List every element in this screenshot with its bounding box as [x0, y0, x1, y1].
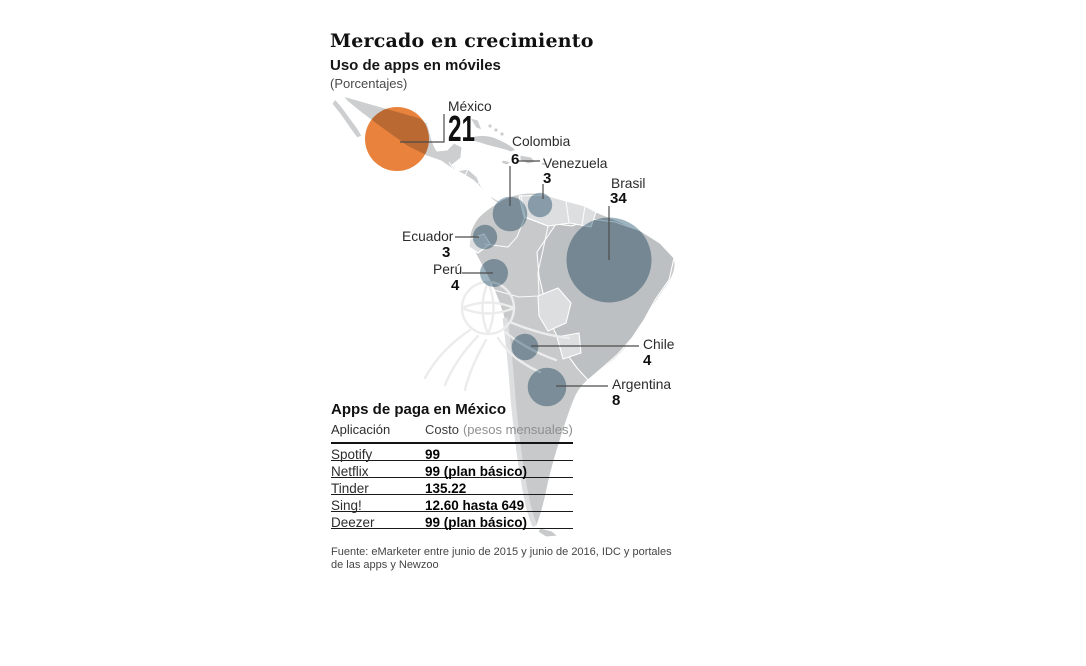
- app-cost: 12.60 hasta 649: [425, 497, 525, 513]
- app-cost: 99 (plan básico): [425, 463, 528, 479]
- value-argentina: 8: [612, 392, 620, 409]
- value-brasil: 34: [610, 190, 627, 207]
- app-cost: 99 (plan básico): [425, 514, 528, 530]
- value-mexico: 21: [448, 108, 475, 149]
- label-peru: Perú: [433, 262, 462, 277]
- app-name: Netflix: [331, 463, 369, 479]
- table-title: Apps de paga en México: [331, 401, 507, 418]
- label-argentina: Argentina: [612, 377, 671, 392]
- table-header-row: Aplicación Costo (pesos mensuales): [331, 422, 573, 444]
- bubble-colombia: [492, 196, 528, 232]
- app-name: Deezer: [331, 514, 375, 530]
- paid-apps-table: Apps de paga en México Aplicación Costo …: [331, 401, 573, 530]
- page-title: Mercado en crecimiento: [330, 30, 594, 52]
- value-ecuador: 3: [442, 244, 450, 261]
- value-colombia: 6: [511, 151, 519, 168]
- source-line-2: de las apps y Newzoo: [331, 558, 439, 571]
- label-mexico: México: [448, 99, 492, 114]
- table-row: Netflix 99 (plan básico): [331, 461, 573, 479]
- label-colombia: Colombia: [512, 134, 571, 149]
- watermark-emblem: [423, 280, 571, 392]
- app-cost: 99: [425, 446, 441, 462]
- bubble-argentina: [527, 367, 567, 407]
- table-row: Deezer 99 (plan básico): [331, 512, 573, 530]
- leader-lines: [400, 114, 639, 387]
- app-cost: 135.22: [425, 480, 467, 496]
- label-brasil: Brasil: [611, 176, 646, 191]
- value-venezuela: 3: [543, 170, 551, 187]
- column-header-cost: Costo: [425, 422, 459, 437]
- label-chile: Chile: [643, 337, 675, 352]
- source-line-1: Fuente: eMarketer entre junio de 2015 y …: [331, 546, 672, 558]
- bubble-peru: [480, 259, 508, 287]
- column-header-app: Aplicación: [331, 422, 391, 437]
- table-row: Spotify 99: [331, 444, 573, 462]
- map-labels: México 21 Colombia 6 Venezuela 3 Brasil …: [402, 99, 675, 409]
- table-row: Sing! 12.60 hasta 649: [331, 495, 573, 513]
- value-peru: 4: [451, 277, 460, 294]
- label-venezuela: Venezuela: [543, 156, 608, 171]
- chart-unit-note: (Porcentajes): [330, 76, 408, 91]
- label-ecuador: Ecuador: [402, 229, 454, 244]
- bubble-chile: [511, 333, 539, 361]
- value-bubbles: [365, 107, 652, 407]
- column-header-cost-note: (pesos mensuales): [462, 422, 573, 437]
- app-name: Tinder: [331, 480, 369, 496]
- app-name: Sing!: [331, 497, 362, 513]
- bubble-mexico: [365, 107, 429, 171]
- chart-subtitle: Uso de apps en móviles: [330, 57, 501, 74]
- source-note: Fuente: eMarketer entre junio de 2015 y …: [331, 546, 691, 571]
- value-chile: 4: [643, 352, 652, 369]
- app-name: Spotify: [331, 446, 373, 462]
- table-row: Tinder 135.22: [331, 478, 573, 496]
- bubble-venezuela: [527, 192, 553, 218]
- bubble-ecuador: [472, 224, 498, 250]
